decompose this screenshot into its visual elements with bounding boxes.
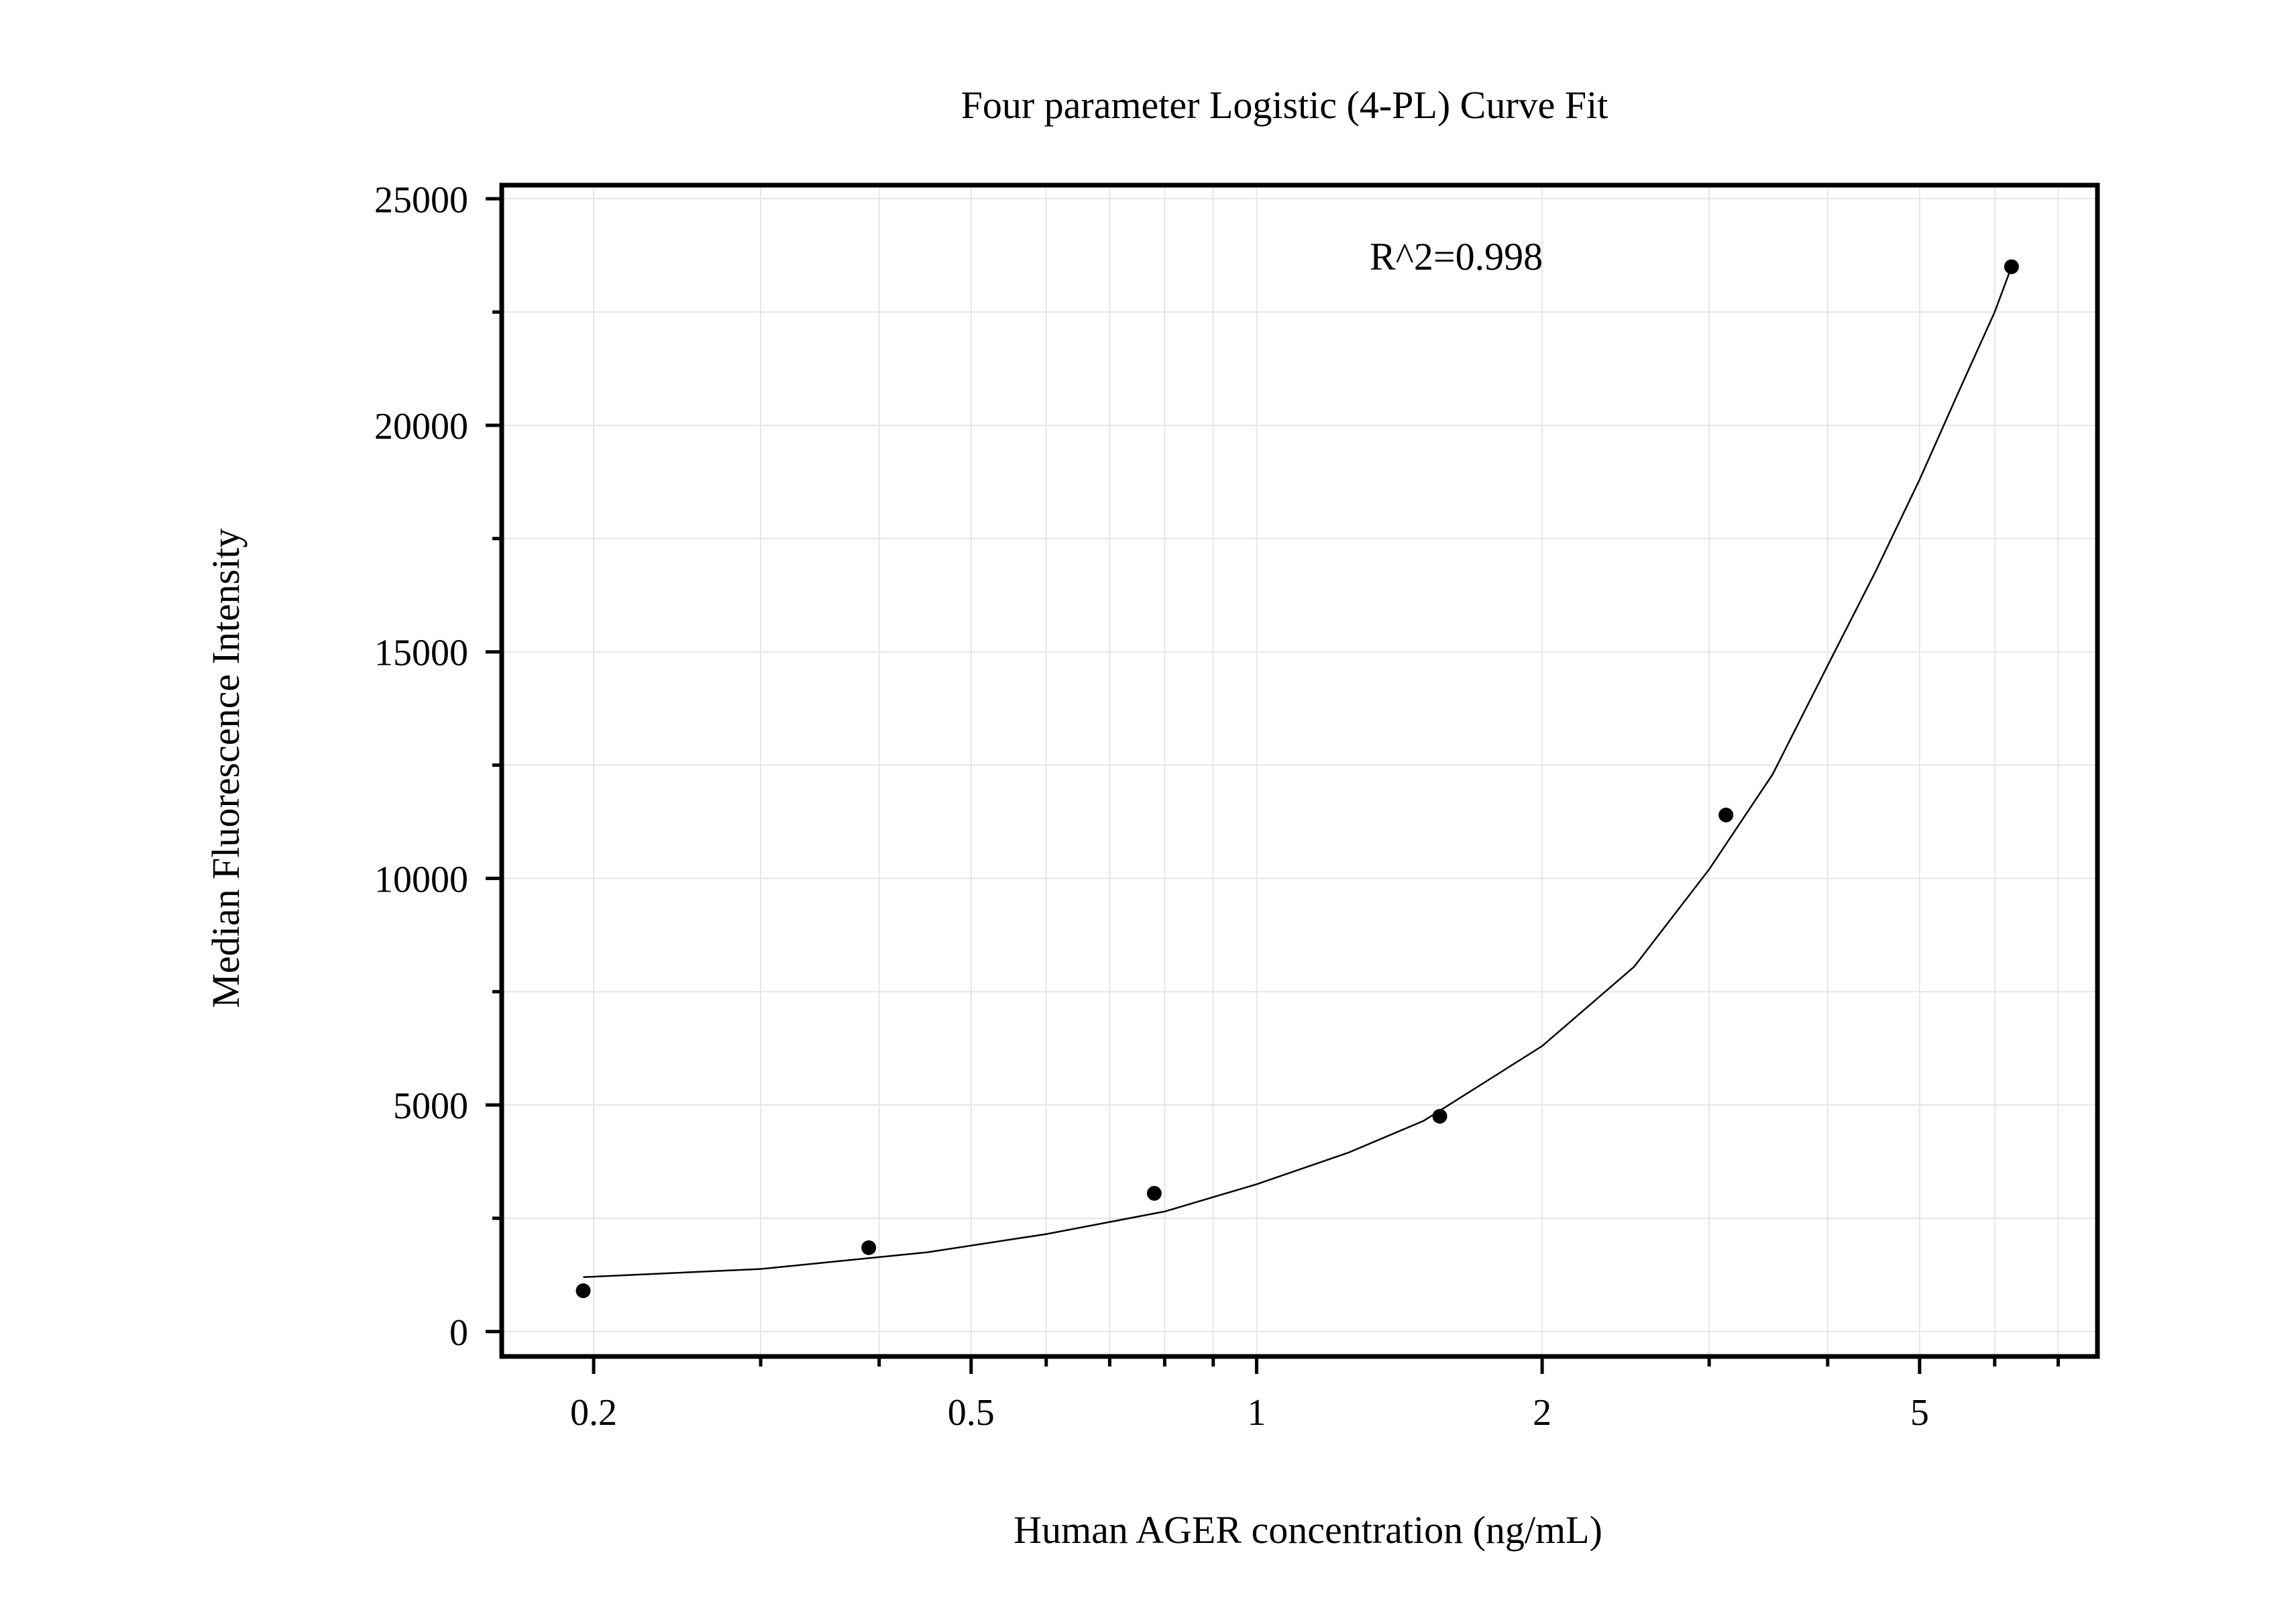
plot-frame <box>499 182 2100 1359</box>
data-point <box>576 1283 591 1299</box>
x-tick-label: 0.2 <box>570 1392 617 1434</box>
x-tick-label: 2 <box>1533 1392 1551 1434</box>
curve-layer <box>583 266 2013 1279</box>
y-axis-label: Median Fluorescence Intensity <box>204 528 248 1008</box>
y-tick-label: 25000 <box>374 179 468 221</box>
y-tick-label: 5000 <box>393 1085 468 1127</box>
y-tick-label: 10000 <box>374 859 468 900</box>
x-axis-label: Human AGER concentration (ng/mL) <box>1014 1508 1602 1552</box>
data-point <box>1432 1109 1447 1124</box>
y-tick-label: 0 <box>449 1312 468 1354</box>
data-point <box>1146 1185 1162 1201</box>
ticks <box>486 197 2060 1374</box>
r-squared-annotation: R^2=0.998 <box>1370 235 1543 278</box>
data-point <box>2004 259 2019 274</box>
data-point <box>1718 807 1734 822</box>
fit-curve <box>583 266 2013 1279</box>
y-tick-label: 20000 <box>374 406 468 447</box>
x-tick-label: 0.5 <box>948 1392 995 1434</box>
points-layer <box>576 259 2019 1299</box>
data-point <box>861 1240 877 1255</box>
chart-title: Four parameter Logistic (4-PL) Curve Fit <box>961 83 1608 127</box>
tick-labels: 0.2 0.5 1 2 5 0 5000 10000 15000 20000 25000 <box>374 179 1929 1434</box>
x-tick-label: 5 <box>1910 1392 1929 1434</box>
y-tick-label: 15000 <box>374 633 468 674</box>
grid <box>502 185 2097 1356</box>
x-tick-label: 1 <box>1247 1392 1266 1434</box>
